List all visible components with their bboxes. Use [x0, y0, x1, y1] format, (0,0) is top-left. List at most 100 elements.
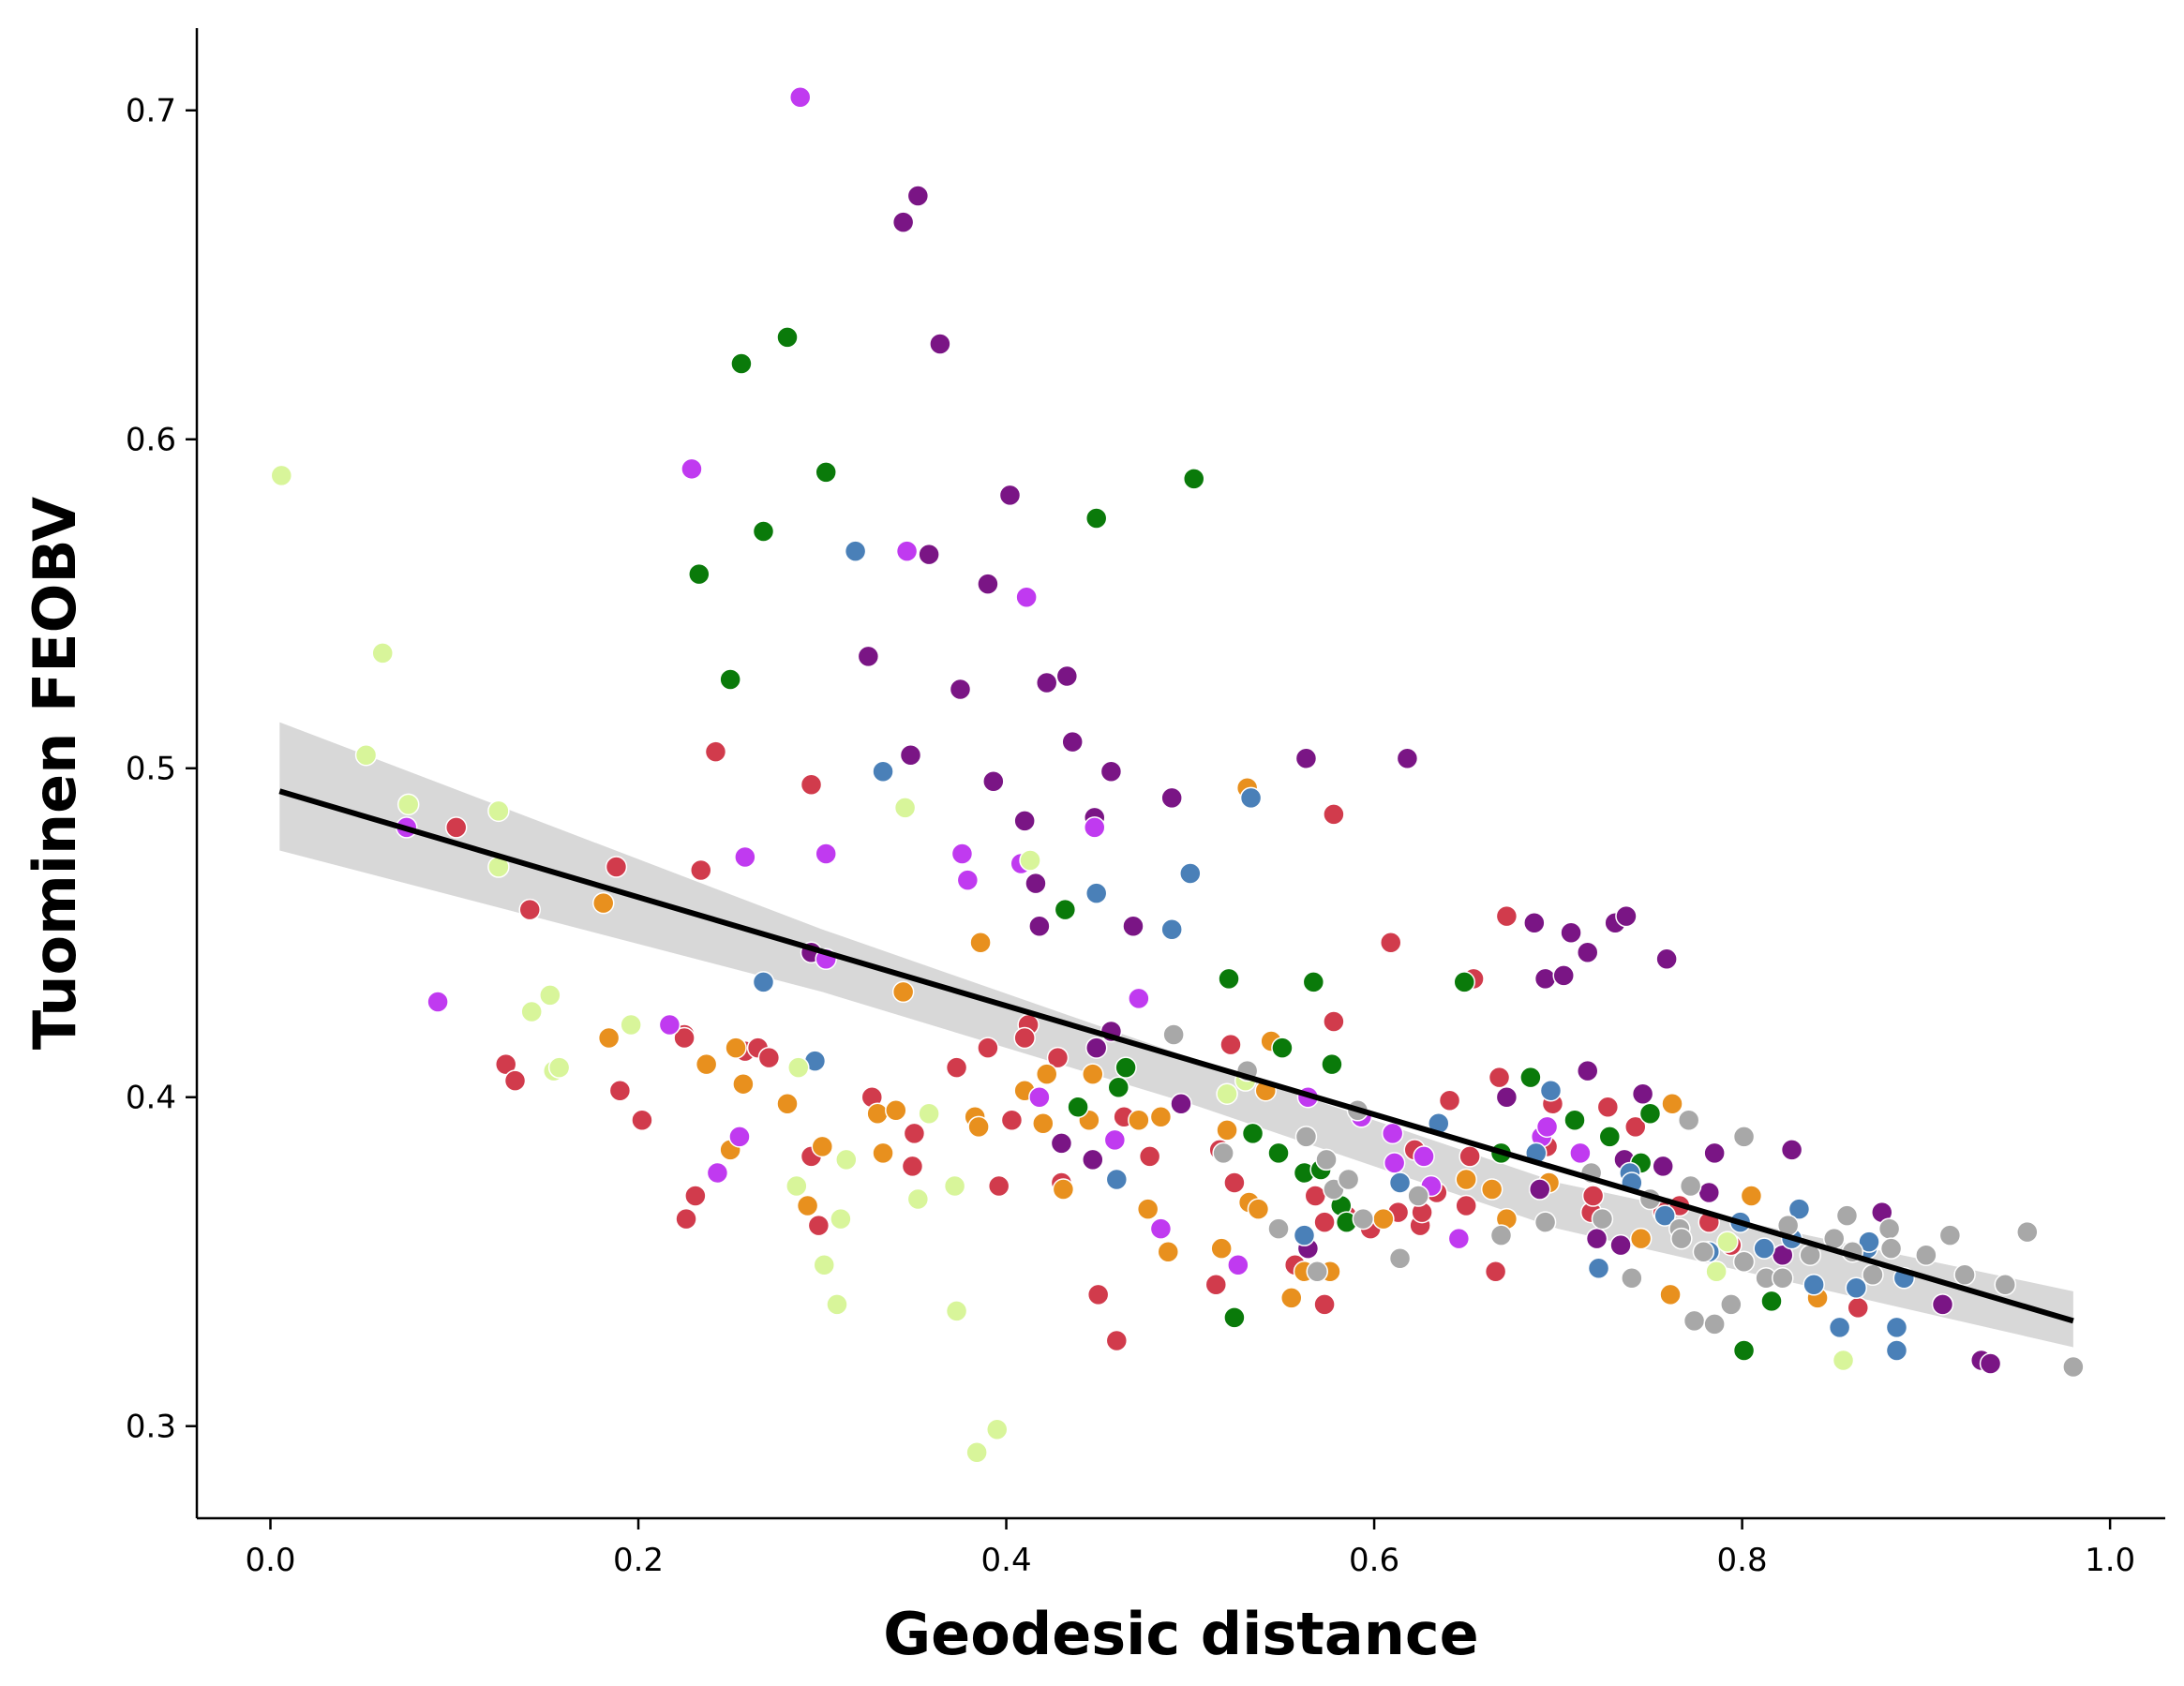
y-tick-label: 0.7 [126, 93, 176, 130]
scatter-point [1624, 1115, 1647, 1139]
scatter-point [2062, 1355, 2085, 1379]
scatter-point [1698, 1181, 1721, 1204]
scatter-point [1885, 1316, 1908, 1339]
scatter-point [1099, 760, 1123, 783]
scatter-point [785, 1174, 808, 1198]
scatter-point [1653, 1204, 1676, 1227]
scatter-point [1157, 1240, 1180, 1263]
scatter-point [1938, 1224, 1962, 1246]
scatter-point [719, 668, 741, 691]
scatter-point [1539, 1079, 1563, 1102]
scatter-point [444, 816, 468, 839]
scatter-point [893, 797, 917, 819]
confidence-band [279, 722, 2073, 1348]
scatter-point [844, 540, 867, 562]
scatter-point [1885, 1339, 1908, 1362]
scatter-point [1381, 1122, 1404, 1145]
scatter-point [965, 1441, 988, 1464]
x-tick-label: 0.0 [245, 1542, 295, 1579]
scatter-point [1388, 1171, 1412, 1194]
scatter-point [1267, 1217, 1290, 1240]
scatter-point [591, 891, 615, 915]
scatter-point [1609, 1233, 1632, 1257]
scatter-point [1294, 747, 1318, 769]
scatter-point [1170, 1092, 1192, 1115]
scatter-point [1552, 964, 1575, 987]
scatter-point [1085, 882, 1108, 904]
scatter-point [1877, 1217, 1901, 1240]
scatter-point [1379, 932, 1402, 954]
scatter-point [1659, 1283, 1682, 1306]
scatter-point [1591, 1207, 1614, 1231]
x-tick-label: 1.0 [2085, 1542, 2135, 1579]
scatter-point [1321, 1052, 1343, 1076]
scatter-point [1028, 1085, 1051, 1109]
scatter-point [1149, 1217, 1173, 1240]
scatter-point [857, 645, 880, 668]
scatter-point [1879, 1237, 1903, 1260]
scatter-point [1488, 1066, 1511, 1089]
scatter-point [788, 85, 812, 109]
scatter-point [1615, 904, 1638, 928]
scatter-point [1293, 1224, 1316, 1246]
scatter-point [1239, 786, 1263, 810]
scatter-point [1629, 1227, 1653, 1250]
scatter-point [1862, 1263, 1884, 1287]
scatter-point [1587, 1257, 1610, 1279]
scatter-point [1160, 918, 1183, 941]
scatter-point [1306, 1261, 1328, 1283]
scatter-point [1271, 1037, 1294, 1059]
scatter-point [835, 1148, 858, 1171]
scatter-point [1760, 1290, 1783, 1313]
scatter-point [1569, 1141, 1592, 1165]
scatter-point [2016, 1220, 2039, 1244]
scatter-point [1160, 786, 1183, 810]
scatter-point [1013, 810, 1036, 832]
scatter-point [1683, 1309, 1706, 1333]
scatter-point [1162, 1023, 1185, 1046]
scatter-point [1563, 1109, 1586, 1132]
scatter-point [1480, 1178, 1503, 1201]
scatter-point [1280, 1287, 1303, 1309]
scatter-point [1025, 872, 1047, 895]
scatter-point [813, 1253, 836, 1276]
y-tick-label: 0.3 [126, 1409, 176, 1446]
scatter-point [706, 1161, 729, 1185]
scatter-point [752, 520, 775, 543]
scatter-point [811, 1135, 834, 1158]
x-tick-label: 0.4 [981, 1542, 1032, 1579]
scatter-point [1535, 1115, 1559, 1139]
scatter-point [1067, 1096, 1089, 1119]
scatter-point [1732, 1126, 1756, 1148]
scatter-point [371, 642, 394, 664]
x-tick-label: 0.6 [1349, 1542, 1399, 1579]
scatter-point [1138, 1145, 1161, 1168]
scatter-point [1832, 1349, 1855, 1372]
scatter-point [1661, 1092, 1683, 1115]
scatter-point [950, 843, 974, 865]
scatter-point [547, 1056, 571, 1079]
scatter-point [1323, 1010, 1345, 1033]
scatter-point [891, 211, 915, 233]
scatter-point [396, 793, 420, 816]
scatter-point [1845, 1276, 1868, 1300]
scatter-point [1670, 1227, 1693, 1250]
scatter-point [1576, 941, 1599, 964]
scatter-point [956, 869, 980, 891]
scatter-point [1035, 671, 1058, 694]
scatter-point [1086, 1283, 1110, 1306]
scatter-point [658, 1013, 681, 1037]
scatter-point [1013, 1026, 1036, 1050]
scatter-point [872, 1141, 894, 1165]
scatter-point [1035, 1063, 1058, 1085]
scatter-point [1227, 1253, 1249, 1276]
scatter-point [1082, 1148, 1104, 1171]
scatter-point [1447, 1227, 1471, 1250]
scatter-point [1732, 1250, 1756, 1273]
scatter-point [1915, 1244, 1937, 1266]
scatter-point [734, 845, 756, 869]
scatter-point [1581, 1185, 1605, 1207]
scatter-point [487, 799, 510, 823]
scatter-point [1294, 1126, 1318, 1148]
